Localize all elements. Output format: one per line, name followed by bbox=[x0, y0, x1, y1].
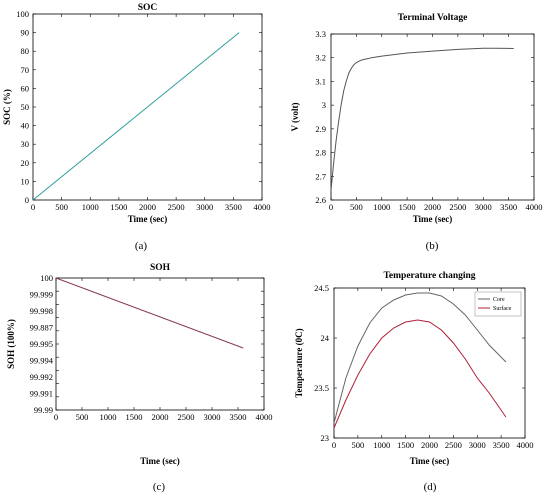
y-tick-label: 80 bbox=[21, 46, 30, 56]
series-line-0 bbox=[55, 277, 244, 349]
series-line-surface bbox=[333, 319, 507, 429]
x-tick-label: 1000 bbox=[82, 202, 99, 212]
y-tick-label: 2.8 bbox=[315, 148, 326, 158]
x-tick-label: 3500 bbox=[230, 412, 247, 422]
panel-caption: (c) bbox=[153, 481, 166, 493]
x-tick-label: 500 bbox=[76, 412, 89, 422]
y-tick-label: 24.5 bbox=[314, 283, 329, 293]
x-tick-label: 2500 bbox=[449, 202, 466, 212]
plot-frame bbox=[330, 33, 535, 201]
series-line-core bbox=[333, 292, 507, 424]
series-line-0 bbox=[32, 32, 240, 201]
y-tick-label: 99.887 bbox=[30, 323, 53, 333]
panel-caption: (a) bbox=[135, 240, 148, 252]
x-tick-label: 1000 bbox=[100, 412, 117, 422]
y-tick-label: 10 bbox=[21, 176, 30, 186]
panel-caption: (d) bbox=[424, 481, 437, 493]
y-tick-label: 20 bbox=[21, 158, 30, 168]
x-axis-label: Time (sec) bbox=[128, 214, 168, 224]
panel-temperature: Temperature changing 0 500 1000 1500 2000 2500… bbox=[294, 271, 534, 493]
x-tick-label: 2500 bbox=[178, 412, 195, 422]
x-tick-label: 3000 bbox=[196, 202, 213, 212]
y-tick-label: 23.5 bbox=[314, 383, 329, 393]
chart-title: Terminal Voltage bbox=[398, 13, 468, 23]
x-tick-label: 3500 bbox=[500, 202, 517, 212]
y-tick-label: 50 bbox=[21, 102, 30, 112]
legend-box bbox=[474, 291, 522, 317]
y-tick-label: 40 bbox=[21, 121, 30, 131]
y-tick-label: 100 bbox=[16, 9, 29, 19]
legend-label: Core bbox=[493, 297, 505, 303]
y-axis-label: V (volt) bbox=[290, 102, 300, 131]
y-tick-label: 3.1 bbox=[315, 76, 326, 86]
series-line-0 bbox=[330, 47, 514, 191]
x-tick-label: 3000 bbox=[469, 440, 486, 450]
x-tick-label: 0 bbox=[54, 412, 58, 422]
x-axis-label: Time (sec) bbox=[410, 456, 450, 466]
y-tick-label: 99.999 bbox=[30, 290, 53, 300]
x-tick-label: 500 bbox=[352, 440, 365, 450]
x-tick-label: 1500 bbox=[110, 202, 127, 212]
x-tick-label: 0 bbox=[332, 440, 336, 450]
x-axis-label: Time (sec) bbox=[413, 214, 453, 224]
y-tick-label: 99.99 bbox=[34, 405, 53, 415]
x-tick-label: 500 bbox=[350, 202, 363, 212]
x-tick-label: 4000 bbox=[526, 202, 543, 212]
x-tick-label: 1000 bbox=[373, 202, 390, 212]
x-tick-label: 1500 bbox=[126, 412, 143, 422]
y-tick-label: 30 bbox=[21, 139, 30, 149]
x-tick-label: 3000 bbox=[475, 202, 492, 212]
x-tick-label: 1000 bbox=[373, 440, 390, 450]
y-tick-label: 99.994 bbox=[30, 356, 54, 366]
x-tick-label: 4000 bbox=[256, 412, 273, 422]
legend-label: Surface bbox=[493, 305, 512, 312]
x-tick-label: 2000 bbox=[421, 440, 438, 450]
y-tick-label: 0 bbox=[25, 195, 29, 205]
x-axis-label: Time (sec) bbox=[140, 456, 180, 466]
x-tick-label: 1500 bbox=[397, 440, 414, 450]
x-tick-label: 2500 bbox=[445, 440, 462, 450]
panel-caption: (b) bbox=[426, 240, 439, 252]
y-tick-label: 99.992 bbox=[30, 372, 53, 382]
panel-terminal-voltage: Terminal Voltage 0 500 1000 1500 2000 2500 3000… bbox=[290, 13, 543, 252]
x-tick-label: 0 bbox=[329, 202, 333, 212]
x-tick-label: 2000 bbox=[424, 202, 441, 212]
x-tick-label: 2000 bbox=[139, 202, 156, 212]
x-tick-label: 500 bbox=[55, 202, 68, 212]
y-tick-label: 2.9 bbox=[315, 124, 326, 134]
y-tick-label: 99.998 bbox=[30, 306, 53, 316]
y-tick-label: 100 bbox=[40, 273, 53, 283]
panel-soc: SOC 0 500 1000 1500 2000 2500 3000 3500 4000 0 10 20… bbox=[2, 3, 271, 252]
x-tick-label: 4000 bbox=[517, 440, 534, 450]
y-tick-label: 70 bbox=[21, 65, 30, 75]
x-tick-label: 2500 bbox=[168, 202, 185, 212]
x-tick-label: 3500 bbox=[493, 440, 510, 450]
chart-title: SOC bbox=[138, 3, 158, 13]
y-tick-label: 3.2 bbox=[315, 53, 326, 63]
x-tick-label: 2000 bbox=[152, 412, 169, 422]
x-tick-label: 0 bbox=[31, 202, 35, 212]
y-tick-label: 3 bbox=[322, 100, 326, 110]
y-tick-label: 2.7 bbox=[315, 171, 326, 181]
y-tick-label: 60 bbox=[21, 83, 30, 93]
y-tick-label: 99.995 bbox=[30, 339, 53, 349]
y-tick-label: 3.3 bbox=[315, 29, 326, 39]
chart-title: SOH bbox=[150, 263, 171, 273]
y-axis-label: SOH (100%) bbox=[6, 319, 16, 369]
y-axis-label: Temperature (0C) bbox=[294, 328, 304, 397]
x-tick-label: 3000 bbox=[204, 412, 221, 422]
y-tick-label: 99.991 bbox=[30, 389, 53, 399]
y-tick-label: 2.6 bbox=[315, 195, 326, 205]
x-tick-label: 1500 bbox=[399, 202, 416, 212]
y-tick-label: 90 bbox=[21, 28, 30, 38]
y-tick-label: 24 bbox=[321, 333, 330, 343]
chart-title: Temperature changing bbox=[383, 271, 475, 281]
y-axis-label: SOC (%) bbox=[2, 89, 12, 125]
x-tick-label: 3500 bbox=[225, 202, 242, 212]
panel-soh: SOH 0 500 1000 1500 2000 2500 3000 3500 4000 99.99… bbox=[6, 263, 273, 493]
y-tick-label: 23 bbox=[321, 433, 330, 443]
x-tick-label: 4000 bbox=[254, 202, 271, 212]
